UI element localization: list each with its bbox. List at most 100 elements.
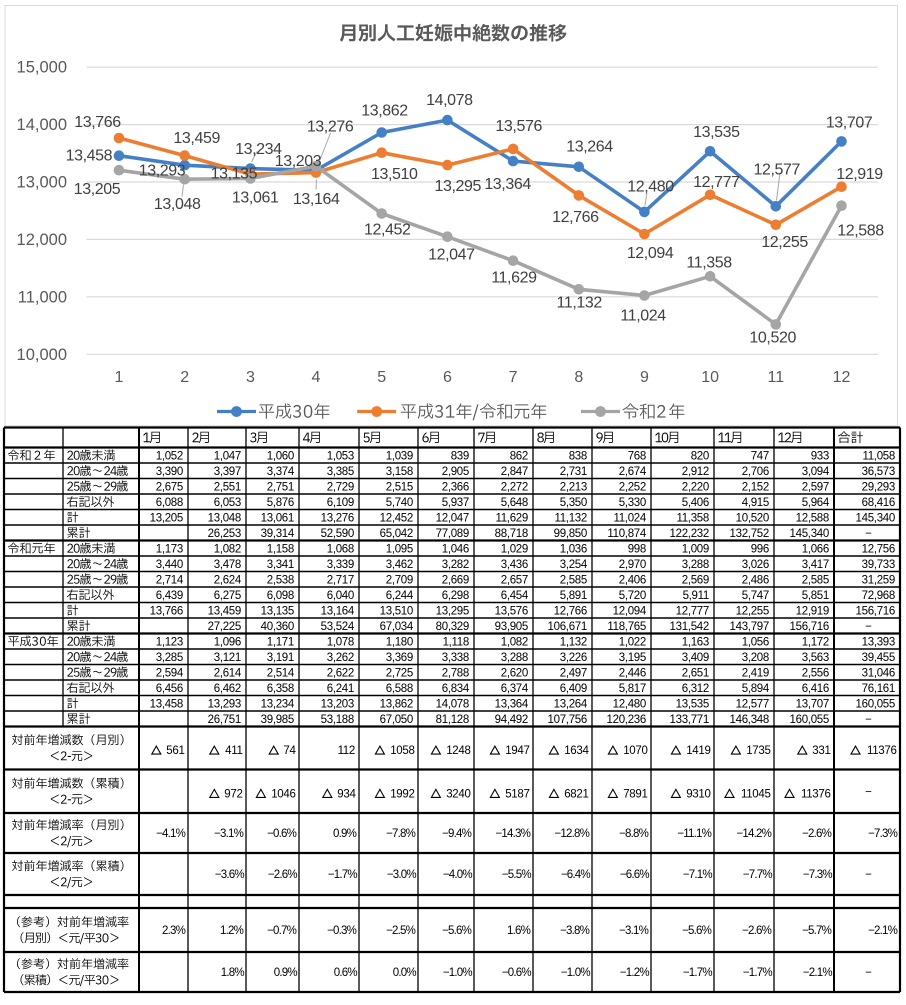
svg-text:3,121: 3,121 (214, 652, 241, 664)
svg-text:1,036: 1,036 (560, 543, 587, 555)
svg-text:−1.0%: −1.0% (561, 967, 591, 979)
svg-text:12,480: 12,480 (627, 179, 674, 196)
svg-text:2,585: 2,585 (560, 574, 587, 586)
svg-text:2,272: 2,272 (501, 481, 528, 493)
svg-text:3240: 3240 (446, 788, 470, 800)
svg-text:13,364: 13,364 (484, 176, 531, 193)
svg-text:11,058: 11,058 (862, 450, 895, 462)
svg-text:12,577: 12,577 (736, 698, 769, 710)
svg-text:−7.8%: −7.8% (386, 828, 416, 840)
svg-text:5,350: 5,350 (560, 497, 587, 509)
svg-text:−1.7%: −1.7% (683, 967, 713, 979)
svg-text:10: 10 (701, 369, 719, 386)
svg-text:13,061: 13,061 (261, 512, 294, 524)
svg-text:13,048: 13,048 (208, 512, 241, 524)
svg-text:1.6%: 1.6% (507, 925, 531, 937)
svg-text:−7.1%: −7.1% (683, 869, 713, 881)
svg-text:5,851: 5,851 (802, 590, 829, 602)
svg-text:13,135: 13,135 (211, 166, 258, 183)
svg-text:−3.1%: −3.1% (214, 828, 244, 840)
svg-text:12,452: 12,452 (380, 512, 413, 524)
svg-text:6,456: 6,456 (156, 683, 183, 695)
svg-text:2,366: 2,366 (442, 481, 469, 493)
svg-text:−1.0%: −1.0% (443, 967, 473, 979)
svg-text:80,329: 80,329 (436, 621, 469, 633)
svg-text:1.2%: 1.2% (220, 925, 244, 937)
svg-text:7: 7 (509, 369, 518, 386)
svg-text:1070: 1070 (623, 745, 647, 757)
svg-text:−2.1%: −2.1% (803, 967, 833, 979)
svg-text:9: 9 (640, 369, 649, 386)
svg-text:1,171: 1,171 (267, 636, 294, 648)
svg-text:112: 112 (338, 745, 355, 757)
svg-text:3,369: 3,369 (386, 652, 413, 664)
svg-text:−14.2%: −14.2% (736, 828, 771, 840)
svg-text:0.6%: 0.6% (334, 967, 358, 979)
svg-text:1,082: 1,082 (501, 636, 528, 648)
svg-text:2,717: 2,717 (327, 574, 354, 586)
svg-text:143,797: 143,797 (730, 621, 769, 633)
svg-text:2,514: 2,514 (267, 667, 295, 679)
svg-text:3,094: 3,094 (802, 466, 830, 478)
svg-text:12,756: 12,756 (862, 543, 895, 555)
svg-text:−0.6%: −0.6% (502, 967, 532, 979)
svg-text:76,161: 76,161 (862, 683, 895, 695)
svg-text:12,919: 12,919 (836, 166, 883, 183)
svg-text:1,052: 1,052 (156, 450, 183, 462)
svg-text:838: 838 (569, 450, 587, 462)
svg-text:5,876: 5,876 (267, 497, 294, 509)
svg-text:1,095: 1,095 (386, 543, 413, 555)
svg-text:3,374: 3,374 (267, 466, 295, 478)
svg-text:1419: 1419 (686, 745, 710, 757)
svg-text:3,440: 3,440 (156, 559, 183, 571)
svg-text:3,339: 3,339 (327, 559, 354, 571)
svg-text:67,034: 67,034 (380, 621, 414, 633)
svg-text:6,241: 6,241 (327, 683, 354, 695)
svg-text:4: 4 (312, 369, 321, 386)
svg-text:106,671: 106,671 (548, 621, 587, 633)
svg-text:107,756: 107,756 (548, 714, 587, 726)
svg-text:5,911: 5,911 (683, 590, 709, 602)
svg-text:6,409: 6,409 (560, 683, 587, 695)
svg-text:12,000: 12,000 (17, 231, 67, 249)
svg-text:13,459: 13,459 (208, 605, 241, 617)
svg-text:6,462: 6,462 (214, 683, 241, 695)
svg-text:1,039: 1,039 (386, 450, 413, 462)
svg-text:8: 8 (574, 369, 583, 386)
svg-text:1,118: 1,118 (443, 636, 469, 648)
svg-text:12,766: 12,766 (554, 605, 587, 617)
svg-text:3,226: 3,226 (560, 652, 587, 664)
svg-text:1,066: 1,066 (802, 543, 829, 555)
svg-text:67,050: 67,050 (380, 714, 413, 726)
svg-text:−0.7%: −0.7% (267, 925, 297, 937)
svg-text:36,573: 36,573 (862, 466, 895, 478)
svg-text:13,048: 13,048 (154, 196, 201, 213)
svg-text:2,569: 2,569 (682, 574, 709, 586)
svg-text:6,358: 6,358 (267, 683, 294, 695)
svg-text:−3.8%: −3.8% (560, 925, 590, 937)
svg-text:13,364: 13,364 (495, 698, 529, 710)
svg-text:−: − (865, 528, 872, 540)
svg-text:1,163: 1,163 (682, 636, 709, 648)
svg-text:747: 747 (751, 450, 769, 462)
svg-text:3,158: 3,158 (386, 466, 413, 478)
svg-text:13,766: 13,766 (150, 605, 183, 617)
svg-text:−: − (865, 714, 872, 726)
svg-text:160,055: 160,055 (856, 698, 895, 710)
svg-text:3,195: 3,195 (619, 652, 646, 664)
svg-text:2,970: 2,970 (619, 559, 646, 571)
svg-text:6: 6 (443, 369, 452, 386)
svg-text:14,000: 14,000 (17, 116, 67, 134)
svg-text:2,614: 2,614 (214, 667, 242, 679)
svg-text:13,264: 13,264 (554, 698, 588, 710)
svg-text:−7.3%: −7.3% (803, 869, 833, 881)
svg-text:2,624: 2,624 (214, 574, 242, 586)
svg-text:1248: 1248 (446, 745, 470, 757)
svg-text:934: 934 (337, 788, 356, 800)
svg-text:−7.3%: −7.3% (868, 828, 898, 840)
svg-text:1992: 1992 (390, 788, 414, 800)
svg-text:1,172: 1,172 (802, 636, 829, 648)
svg-text:13,458: 13,458 (150, 698, 183, 710)
svg-text:6821: 6821 (564, 788, 588, 800)
svg-text:11,358: 11,358 (676, 512, 709, 524)
